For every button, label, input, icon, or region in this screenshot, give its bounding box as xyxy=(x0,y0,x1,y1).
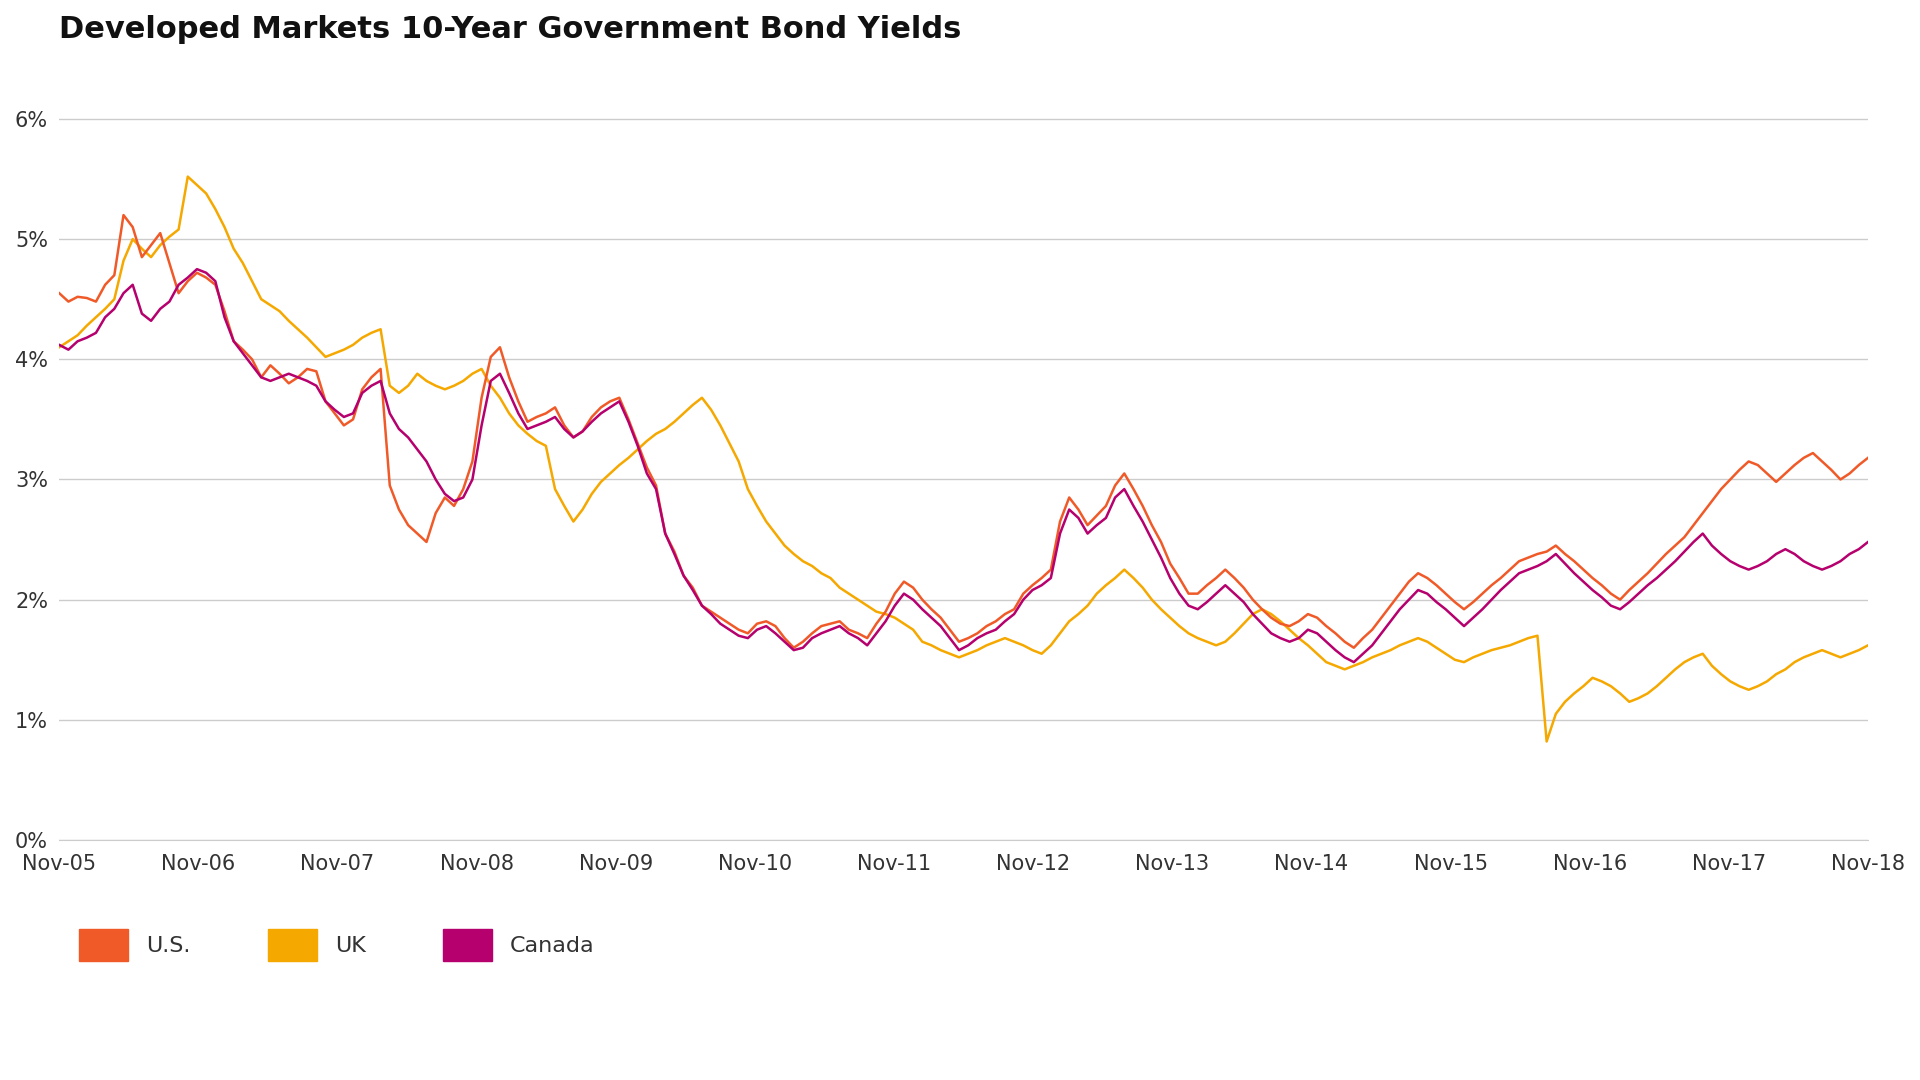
Legend: U.S., UK, Canada: U.S., UK, Canada xyxy=(71,920,603,970)
Text: Developed Markets 10-Year Government Bond Yields: Developed Markets 10-Year Government Bon… xyxy=(60,15,962,44)
